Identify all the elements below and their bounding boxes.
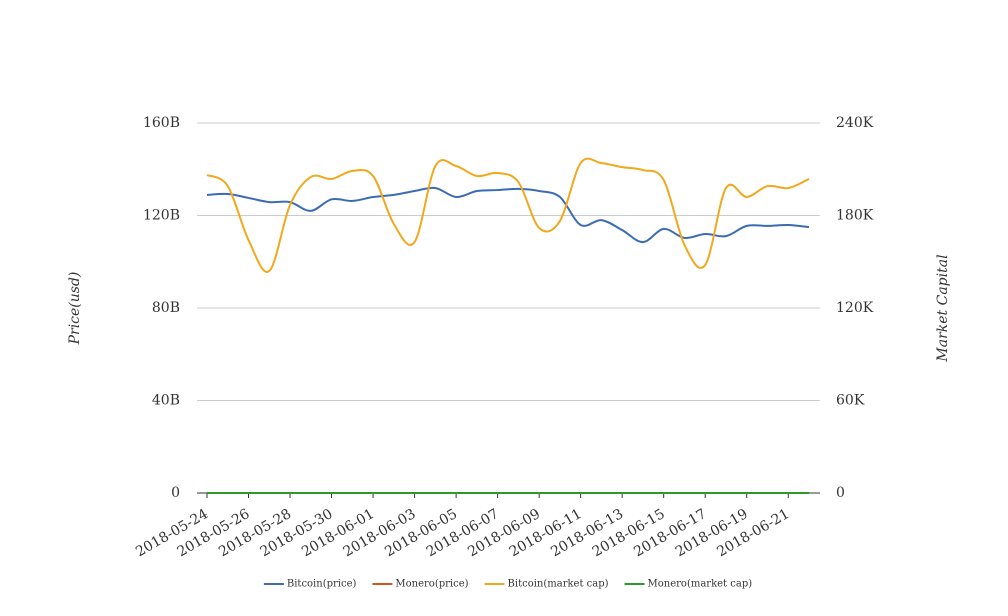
y-tick-label: 40B (152, 393, 180, 409)
legend-label: Monero(market cap) (648, 579, 753, 590)
legend-item[interactable]: Monero(price) (372, 579, 469, 590)
y-tick-label: 0 (171, 485, 180, 501)
legend-item[interactable]: Bitcoin(market cap) (484, 579, 609, 590)
series-line (206, 157, 810, 273)
y2-axis-title: Market Capital (935, 254, 951, 362)
series-line (206, 186, 810, 244)
y-axis-title: Price(usd) (67, 272, 83, 346)
legend-item[interactable]: Monero(market cap) (624, 579, 753, 590)
legend-label: Monero(price) (395, 579, 468, 590)
y-tick-label: 120B (143, 208, 180, 224)
y2-tick-label: 60K (836, 393, 865, 409)
y-tick-label: 80B (152, 300, 180, 316)
y2-tick-label: 0 (836, 485, 845, 501)
y2-tick-label: 240K (836, 115, 874, 131)
legend-item[interactable]: Bitcoin(price) (263, 579, 357, 590)
y2-tick-label: 180K (836, 208, 874, 224)
legend-label: Bitcoin(price) (287, 579, 357, 590)
legend-label: Bitcoin(market cap) (508, 579, 609, 590)
y2-tick-label: 120K (836, 300, 874, 316)
y-tick-label: 160B (143, 115, 180, 131)
